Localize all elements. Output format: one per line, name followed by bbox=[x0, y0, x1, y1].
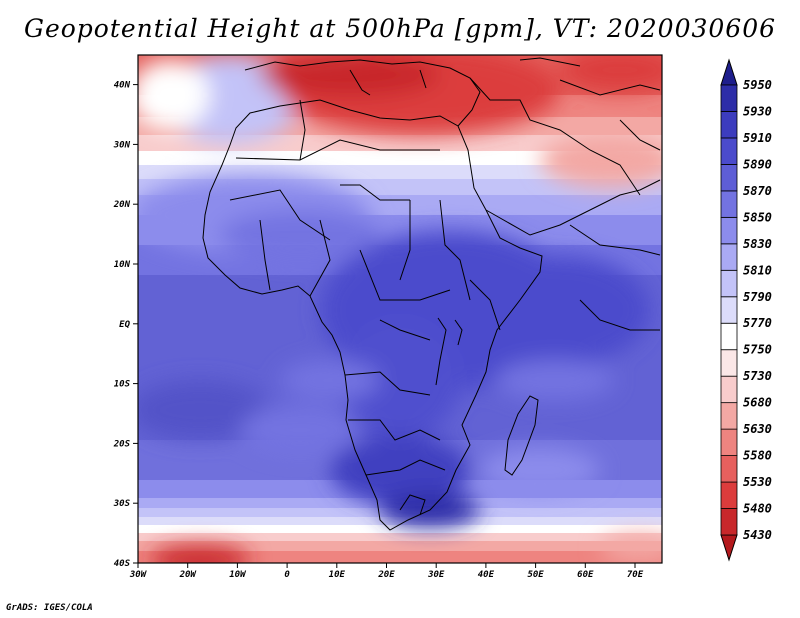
colorbar-box bbox=[720, 190, 738, 218]
lat-tick-label: 10S bbox=[114, 380, 131, 390]
colorbar-box bbox=[720, 375, 738, 404]
colorbar-min-triangle bbox=[720, 534, 738, 562]
longitude-axis: 30W 20W 10W 0 10E 20E 30E 40E 50E 60E 70E bbox=[129, 563, 644, 580]
colorbar-label: 5430 bbox=[743, 528, 772, 542]
lon-tick-label: 10E bbox=[329, 570, 346, 580]
colorbar-box bbox=[720, 216, 738, 245]
colorbar-box bbox=[720, 349, 738, 377]
lat-tick-label: 20N bbox=[113, 200, 131, 210]
lon-tick-label: 60E bbox=[577, 570, 594, 580]
colorbar-label: 5480 bbox=[743, 502, 772, 516]
colorbar-box bbox=[720, 111, 738, 139]
lat-tick-label: EQ bbox=[119, 320, 130, 330]
colorbar-label: 5910 bbox=[743, 131, 772, 145]
colorbar-label: 5830 bbox=[743, 237, 772, 251]
colorbar-label: 5870 bbox=[743, 184, 772, 198]
lat-tick-label: 20S bbox=[113, 439, 131, 449]
colorbar-box bbox=[720, 428, 738, 456]
colorbar-label: 5810 bbox=[743, 263, 772, 277]
height-field bbox=[138, 55, 662, 563]
colorbar-box bbox=[720, 84, 738, 112]
lon-tick-label: 20E bbox=[377, 570, 395, 580]
lon-tick-label: 10W bbox=[229, 570, 247, 580]
colorbar-label: 5790 bbox=[743, 290, 772, 304]
colorbar-label: 5930 bbox=[743, 104, 772, 118]
colorbar-box bbox=[720, 137, 738, 165]
colorbar-label: 5950 bbox=[743, 78, 772, 92]
coastlines bbox=[202, 57, 661, 531]
colorbar-label: 5680 bbox=[743, 396, 772, 410]
lat-tick-label: 40N bbox=[114, 81, 131, 91]
lon-tick-label: 40E bbox=[478, 570, 495, 580]
lon-tick-label: 20W bbox=[179, 570, 198, 580]
colorbar-box bbox=[720, 269, 738, 298]
lat-tick-label: 30S bbox=[113, 499, 131, 509]
lat-tick-label: 40S bbox=[114, 559, 131, 569]
colorbar-box bbox=[720, 243, 738, 271]
lat-tick-label: 10N bbox=[114, 260, 131, 270]
colorbar: 5430 5480 5530 5580 5630 5680 5730 5750 5770 5790… bbox=[720, 58, 772, 562]
colorbar-label: 5850 bbox=[743, 210, 772, 224]
grads-credit: GrADS: IGES/COLA bbox=[6, 603, 93, 613]
colorbar-max-triangle bbox=[720, 58, 738, 86]
lon-tick-label: 30E bbox=[427, 570, 445, 580]
colorbar-box bbox=[720, 296, 738, 324]
colorbar-label: 5530 bbox=[743, 475, 772, 489]
colorbar-box bbox=[720, 164, 738, 192]
lon-tick-label: 50E bbox=[527, 570, 544, 580]
colorbar-label: 5750 bbox=[743, 343, 772, 357]
colorbar-box bbox=[720, 481, 738, 509]
lon-tick-label: 0 bbox=[284, 570, 290, 580]
colorbar-box bbox=[720, 508, 738, 536]
map-title: Geopotential Height at 500hPa [gpm], VT:… bbox=[23, 14, 777, 43]
colorbar-label: 5770 bbox=[743, 316, 772, 330]
plot-frame bbox=[137, 54, 663, 564]
colorbar-label: 5580 bbox=[743, 449, 772, 463]
colorbar-label: 5890 bbox=[743, 157, 772, 171]
colorbar-box bbox=[720, 455, 738, 483]
colorbar-label: 5730 bbox=[743, 369, 772, 383]
lon-tick-label: 70E bbox=[627, 570, 644, 580]
colorbar-box bbox=[720, 402, 738, 430]
lon-tick-label: 30W bbox=[129, 570, 148, 580]
colorbar-label: 5630 bbox=[743, 422, 772, 436]
colorbar-box bbox=[720, 322, 738, 351]
lat-tick-label: 30N bbox=[113, 140, 131, 150]
latitude-axis: 40S 30S 20S 10S EQ 10N 20N 30N 40N bbox=[113, 81, 138, 569]
